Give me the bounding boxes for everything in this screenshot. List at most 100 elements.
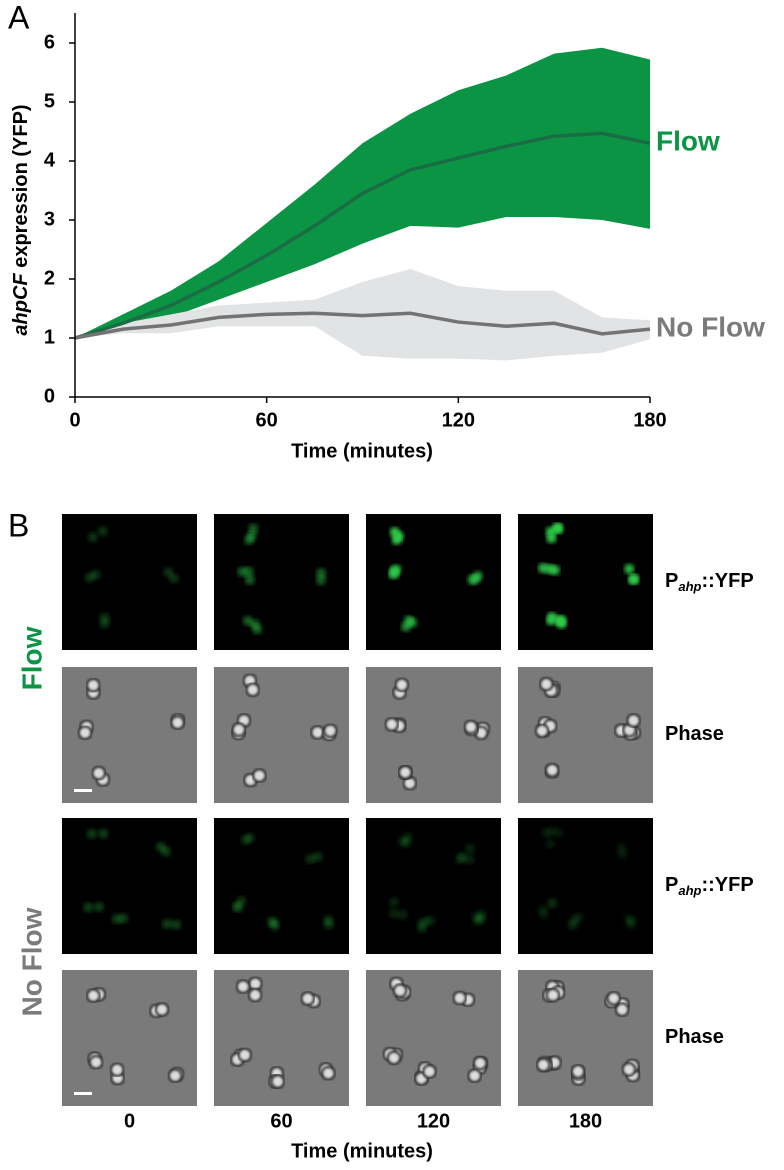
row-label: Phase <box>665 723 724 745</box>
cell <box>97 526 108 537</box>
row-label: Pahp::YFP <box>665 874 754 898</box>
cell <box>552 523 563 534</box>
cell <box>455 853 466 864</box>
micrographs: 0 60 120 180Pahp::YFPPhasePahp::YFPPhaseFlo… <box>16 514 754 1132</box>
y-tick-label: 0 <box>44 385 55 407</box>
cell <box>244 832 255 843</box>
micrograph <box>518 970 653 1106</box>
cell <box>252 768 267 783</box>
cell <box>99 618 110 629</box>
x-axis-label: Time (minutes) <box>291 440 433 462</box>
cell <box>465 843 476 854</box>
x-tick-label: 60 <box>256 409 278 431</box>
row-label-main: Phase <box>665 1026 724 1048</box>
cell <box>243 566 254 577</box>
cell <box>93 901 104 912</box>
cell <box>118 913 129 924</box>
mean-line <box>74 131 651 340</box>
cell <box>91 765 106 781</box>
cell <box>154 1002 170 1017</box>
cell <box>392 983 408 998</box>
cell <box>87 532 98 543</box>
group-label: Flow <box>16 626 47 690</box>
cell <box>394 677 410 693</box>
cell <box>323 915 334 926</box>
column-label: 60 <box>270 1110 292 1132</box>
cell <box>534 723 550 739</box>
column-label: 0 <box>124 1110 135 1132</box>
row-label-main: P <box>665 570 678 592</box>
cell <box>155 841 166 852</box>
cell <box>463 719 479 735</box>
micrograph <box>214 818 349 954</box>
micrograph <box>366 818 501 954</box>
cell <box>321 1065 336 1081</box>
cell <box>476 909 487 920</box>
cell <box>472 1055 488 1071</box>
cell <box>300 991 316 1006</box>
cell <box>77 725 93 741</box>
y-tick-label: 6 <box>44 31 55 53</box>
micrograph <box>214 514 349 650</box>
y-tick-label: 4 <box>44 149 56 171</box>
cell <box>626 713 641 728</box>
cell <box>86 677 101 693</box>
column-label: 180 <box>569 1110 602 1132</box>
series-label: Flow <box>656 126 720 157</box>
cell <box>384 717 400 732</box>
row-label: Phase <box>665 1026 724 1048</box>
y-tick-label: 2 <box>44 267 55 289</box>
cell <box>544 564 555 575</box>
cell <box>403 615 414 626</box>
x-tick-label: 120 <box>442 409 475 431</box>
cell <box>109 1062 125 1078</box>
row-label-rest: ::YFP <box>701 570 753 592</box>
cell <box>621 1062 637 1077</box>
y-tick-label: 1 <box>44 326 55 348</box>
micrograph <box>366 514 501 650</box>
cell <box>170 715 185 730</box>
cell <box>249 619 260 630</box>
micrograph <box>518 818 653 954</box>
row-label-sub: ahp <box>678 883 701 898</box>
cell <box>624 563 635 574</box>
cell <box>425 915 436 926</box>
cell <box>628 574 639 585</box>
cell <box>83 902 94 913</box>
cell <box>232 901 243 912</box>
cell <box>163 567 174 578</box>
row-label-main: Phase <box>665 723 724 745</box>
cell <box>86 988 101 1003</box>
cell <box>88 1054 104 1070</box>
cell <box>86 828 97 839</box>
cell <box>467 1068 482 1083</box>
cell <box>245 682 261 698</box>
cell <box>546 533 557 544</box>
cell <box>269 921 280 932</box>
x-tick-label: 0 <box>69 409 80 431</box>
column-label: 120 <box>417 1110 450 1132</box>
mean-line <box>74 311 651 340</box>
cell <box>545 987 561 1003</box>
cell <box>397 909 408 920</box>
cell <box>417 923 428 934</box>
cell <box>316 567 327 578</box>
cell <box>472 570 483 581</box>
micrograph <box>366 970 501 1106</box>
cell <box>171 919 182 930</box>
cell <box>393 531 404 542</box>
y-tick-label: 3 <box>44 208 55 230</box>
cell <box>312 851 323 862</box>
cell <box>246 531 257 542</box>
series-label: No Flow <box>656 312 765 343</box>
cell <box>402 832 413 843</box>
cell <box>310 725 325 740</box>
row-label-main: P <box>665 874 678 896</box>
cell <box>323 723 338 738</box>
cell <box>616 842 627 853</box>
cell <box>98 828 109 839</box>
cell <box>546 826 557 837</box>
cell <box>398 765 413 780</box>
